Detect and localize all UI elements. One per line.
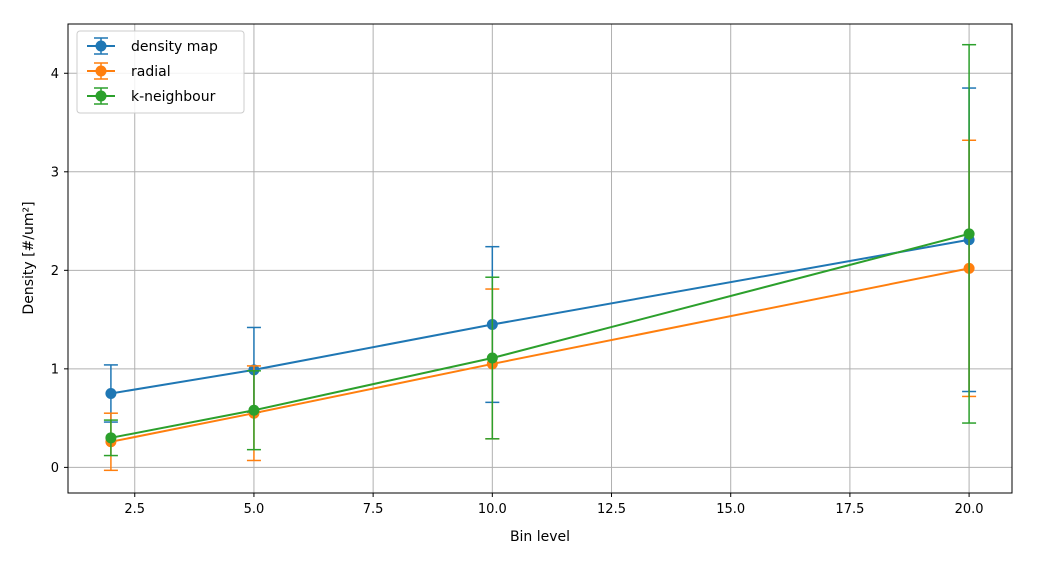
- series-line: [110, 232, 970, 439]
- series-k-neighbour: [103, 43, 977, 457]
- data-point: [248, 404, 260, 416]
- legend-marker: [95, 40, 107, 52]
- x-axis: 2.5 5.0 7.5 10.0 12.5 15.0 17.5 20.0: [124, 493, 984, 517]
- data-point: [963, 228, 975, 240]
- data-point: [486, 352, 498, 364]
- y-tick-label: 2: [51, 264, 59, 279]
- legend: density map radial k-neighbour: [76, 30, 245, 114]
- legend-entry: k-neighbour: [87, 87, 216, 105]
- plot-frame: [67, 23, 1013, 494]
- legend-entry: radial: [87, 62, 171, 80]
- legend-label: k-neighbour: [131, 89, 216, 105]
- x-tick-label: 17.5: [835, 502, 864, 517]
- y-tick-label: 4: [51, 67, 59, 82]
- series-line: [110, 238, 970, 395]
- x-tick-label: 2.5: [124, 502, 145, 517]
- legend-box: [76, 30, 245, 114]
- x-tick-label: 7.5: [363, 502, 384, 517]
- y-tick-label: 0: [51, 461, 59, 476]
- y-axis-label: Density [#/um²]: [21, 201, 37, 314]
- x-tick-label: 10.0: [478, 502, 507, 517]
- data-point: [105, 432, 117, 444]
- legend-marker: [95, 65, 107, 77]
- x-tick-label: 20.0: [955, 502, 984, 517]
- y-tick-label: 1: [51, 362, 59, 377]
- x-tick-label: 12.5: [597, 502, 626, 517]
- legend-entry: density map: [87, 37, 218, 55]
- x-tick-label: 5.0: [244, 502, 265, 517]
- x-axis-label: Bin level: [510, 529, 570, 545]
- legend-label: density map: [131, 39, 218, 55]
- data-point: [105, 387, 117, 399]
- legend-marker: [95, 90, 107, 102]
- y-tick-label: 3: [51, 165, 59, 180]
- legend-label: radial: [131, 64, 171, 80]
- series-line: [110, 267, 970, 443]
- series-layer: [103, 43, 977, 472]
- x-tick-label: 15.0: [716, 502, 745, 517]
- y-axis: 0 1 2 3 4: [51, 67, 68, 476]
